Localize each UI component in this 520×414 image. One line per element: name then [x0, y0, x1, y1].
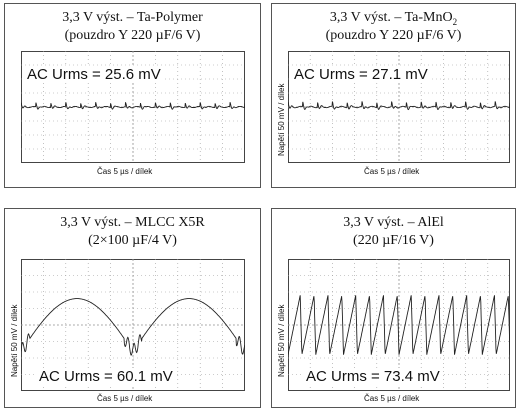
chart-title-line1: 3,3 V výst. – Ta-Polymer — [62, 10, 203, 25]
chart-panel-ta-polymer: 3,3 V výst. – Ta-Polymer (pouzdro Y 220 … — [4, 3, 261, 188]
chart-title-line1: 3,3 V výst. – MLCC X5R — [60, 215, 205, 230]
urms-annotation: AC Urms = 60.1 mV — [37, 368, 175, 385]
x-axis-label: Čas 5 µs / dílek — [364, 167, 420, 176]
chart-panel-mlcc: 3,3 V výst. – MLCC X5R (2×100 µF/4 V) AC… — [4, 208, 261, 408]
chart-title-line1: 3,3 V výst. – Ta-MnO2 — [272, 9, 515, 31]
chart-title-line2: (pouzdro Y 220 µF/6 V) — [64, 28, 201, 43]
scope-plot-svg — [288, 259, 510, 391]
waveform-trace — [21, 102, 245, 110]
chart-title-line1: 3,3 V výst. – AlEl — [343, 215, 444, 230]
waveform-trace — [21, 298, 245, 356]
urms-annotation: AC Urms = 25.6 mV — [25, 66, 163, 83]
waveform-trace — [288, 101, 510, 111]
urms-annotation: AC Urms = 27.1 mV — [292, 66, 430, 83]
chart-title-text: 3,3 V výst. – Ta-MnO — [329, 10, 453, 25]
chart-title-line2: (pouzdro Y 220 µF/6 V) — [325, 28, 462, 43]
y-axis-label: Napětí 50 mV / dílek — [10, 304, 19, 377]
x-axis-label: Čas 5 µs / dílek — [97, 394, 153, 403]
scope-plot: AC Urms = 27.1 mV — [288, 51, 510, 163]
y-axis-label: Napětí 50 mV / dílek — [277, 304, 286, 377]
scope-plot-svg — [21, 51, 245, 163]
x-axis-label: Čas 5 µs / dílek — [97, 167, 153, 176]
x-axis-label: Čas 5 µs / dílek — [364, 394, 420, 403]
chart-title-subscript: 2 — [452, 16, 458, 27]
scope-plot-svg — [21, 259, 245, 391]
scope-plot: AC Urms = 25.6 mV — [21, 51, 245, 163]
scope-plot: AC Urms = 73.4 mV — [288, 259, 510, 391]
waveform-trace — [288, 295, 510, 355]
urms-annotation: AC Urms = 73.4 mV — [304, 368, 442, 385]
y-axis-label: Napětí 50 mV / dílek — [277, 83, 286, 156]
chart-title-line2: (220 µF/16 V) — [353, 233, 434, 248]
chart-panel-ta-mno2: 3,3 V výst. – Ta-MnO2 (pouzdro Y 220 µF/… — [271, 3, 516, 188]
chart-title-line2: (2×100 µF/4 V) — [88, 233, 177, 248]
scope-plot: AC Urms = 60.1 mV — [21, 259, 245, 391]
chart-panel-alel: 3,3 V výst. – AlEl (220 µF/16 V) AC Urms… — [271, 208, 516, 408]
scope-plot-svg — [288, 51, 510, 163]
